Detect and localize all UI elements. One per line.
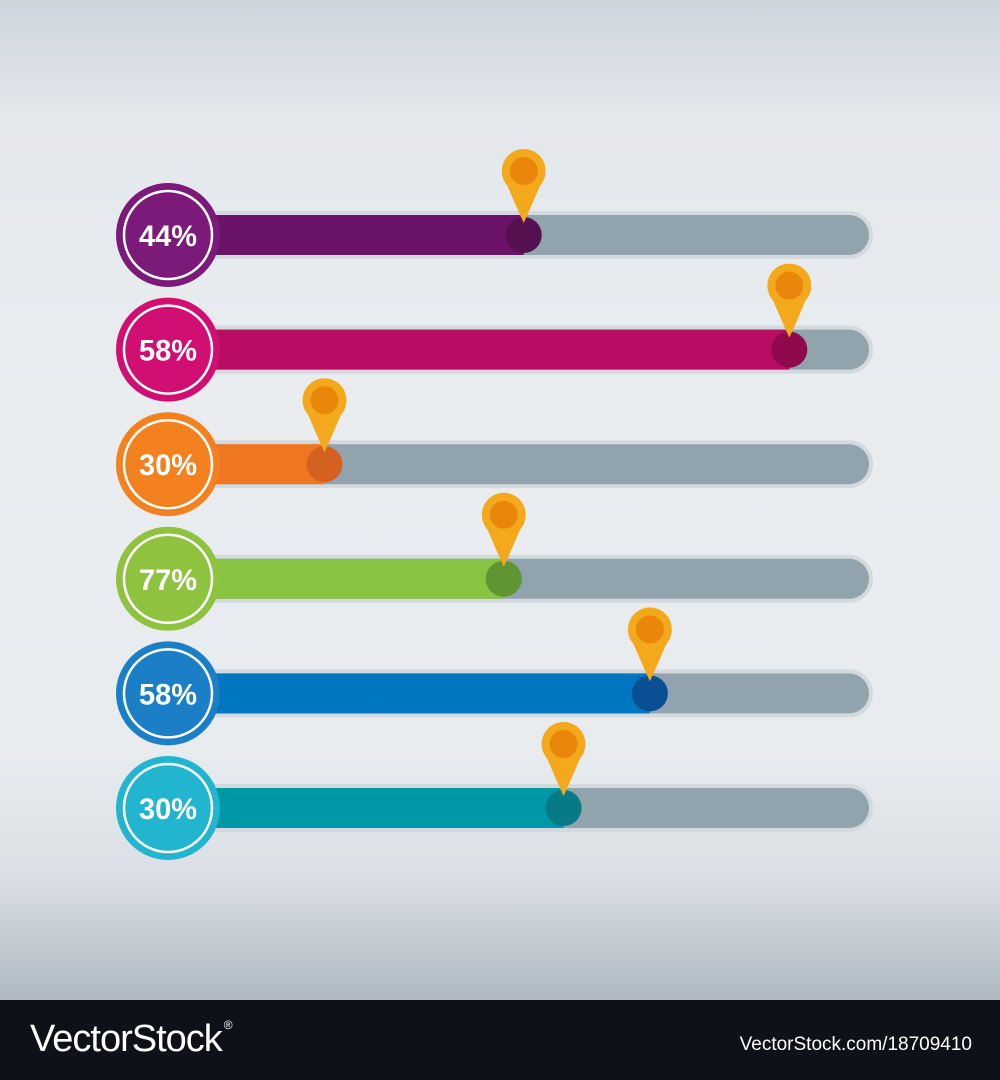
bar-knob [505, 217, 542, 253]
percent-badge-ring [122, 304, 214, 395]
percent-badge [116, 412, 220, 517]
percent-label: 30% [139, 449, 197, 482]
percent-label: 77% [139, 564, 197, 597]
trademark-symbol: ® [223, 1018, 233, 1032]
bar-fill [168, 788, 564, 828]
pin-center [310, 386, 339, 415]
pin-center [509, 157, 538, 185]
percent-label: 58% [139, 678, 197, 711]
bar-row-3: 30% [116, 378, 873, 517]
pin-center [635, 615, 664, 644]
progress-bar-chart: 44% 58% 30% 77% 58% 30% [116, 149, 873, 860]
percent-badge [116, 297, 220, 402]
percent-badge-ring [122, 418, 214, 510]
bar-row-5: 58% [116, 607, 873, 746]
percent-badge [116, 526, 220, 631]
percent-badge [116, 641, 220, 746]
percent-badge-ring [122, 648, 214, 739]
bar-row-1: 44% [116, 149, 873, 287]
bar-fill [168, 673, 650, 714]
percent-badge [116, 756, 220, 860]
brand-logo: VectorStock ® [30, 1018, 233, 1061]
brand-name: VectorStock [30, 1018, 223, 1060]
percent-badge-ring [122, 533, 214, 625]
image-url: VectorStock.com/18709410 [739, 1034, 972, 1055]
bar-track [168, 444, 869, 485]
bar-knob [306, 446, 343, 483]
bar-fill [168, 329, 790, 370]
percent-label: 30% [139, 793, 197, 826]
pin-center [549, 730, 578, 758]
bar-knob [631, 675, 668, 712]
percent-badge-ring [122, 762, 214, 854]
pin-center [775, 271, 804, 300]
bar-fill [168, 215, 524, 255]
bar-row-4: 77% [116, 492, 873, 631]
percent-label: 44% [139, 220, 197, 253]
watermark-footer: VectorStock ® VectorStock.com/18709410 [0, 1000, 1000, 1080]
percent-label: 58% [139, 335, 197, 368]
bar-knob [545, 790, 582, 826]
bar-knob [771, 331, 808, 368]
bar-knob [485, 560, 522, 597]
bar-fill [168, 558, 504, 599]
bar-row-2: 58% [116, 263, 873, 402]
percent-badge [116, 183, 220, 287]
bar-row-6: 30% [116, 722, 873, 860]
pin-center [489, 500, 518, 529]
percent-badge-ring [122, 189, 214, 281]
